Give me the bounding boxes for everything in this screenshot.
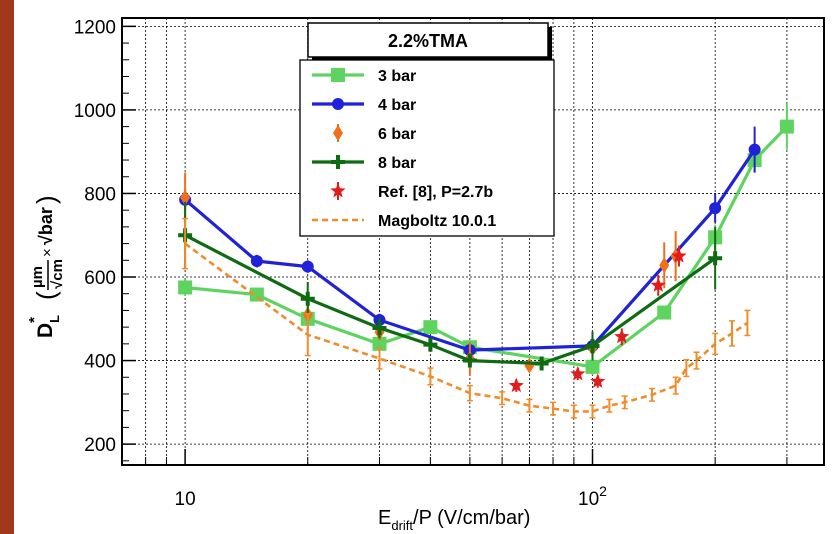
- data-point: [570, 365, 586, 381]
- y-label-times: ×: [39, 248, 56, 257]
- data-point: [657, 305, 672, 320]
- legend-marker: [330, 183, 346, 198]
- series-line: [184, 233, 717, 366]
- legend-marker: [332, 98, 344, 110]
- legend-entry: 3 bar: [312, 68, 416, 85]
- data-point: [590, 373, 606, 388]
- data-point: [585, 338, 600, 353]
- x-tick-labels: 10 102: [175, 483, 608, 510]
- legend-label: Magboltz 10.0.1: [378, 213, 496, 230]
- legend-marker: [333, 125, 343, 141]
- data-point: [708, 251, 723, 266]
- data-point: [508, 377, 524, 393]
- y-label-denominator: √cm: [49, 259, 66, 289]
- data-point: [372, 320, 387, 335]
- legend-marker: [331, 155, 345, 169]
- data-point: [779, 119, 794, 134]
- legend-box: [299, 59, 555, 237]
- svg-text:DL*: DL*: [26, 315, 62, 338]
- chart-title-box: 2.2%TMA: [307, 22, 552, 61]
- legend-entry: Magboltz 10.0.1: [312, 213, 496, 230]
- data-point: [301, 260, 314, 273]
- data-point: [423, 337, 438, 352]
- data-point: [748, 143, 761, 156]
- legend: 3 bar 4 bar 6 bar 8 bar Ref. [8], P=2.7b Magb…: [299, 59, 555, 237]
- legend-entry: 8 bar: [312, 155, 416, 172]
- y-label-paren-close: ): [31, 195, 61, 204]
- y-label-paren-open: (: [31, 291, 61, 300]
- x-tick-label: 102: [578, 483, 607, 510]
- series-line: [184, 148, 756, 352]
- y-axis-label: DL* ( µm √cm × √bar ): [26, 195, 66, 338]
- data-point: [614, 328, 630, 344]
- data-point: [650, 277, 666, 292]
- data-point: [659, 257, 670, 274]
- legend-label: 4 bar: [378, 97, 416, 114]
- y-tick-label: 400: [84, 352, 116, 373]
- y-tick-label: 1200: [74, 17, 116, 38]
- legend-label: Ref. [8], P=2.7b: [378, 184, 493, 201]
- data-point: [709, 202, 722, 215]
- y-tick-label: 1000: [74, 101, 116, 122]
- data-point: [671, 248, 687, 263]
- legend-label: 3 bar: [378, 68, 416, 85]
- chart-title: 2.2%TMA: [388, 31, 468, 51]
- data-point: [372, 336, 387, 351]
- y-tick-label: 800: [84, 184, 116, 205]
- legend-entry: 4 bar: [312, 97, 416, 114]
- legend-label: 8 bar: [378, 155, 416, 172]
- series-layer: [178, 103, 794, 419]
- y-label-sqrt-bar: √bar: [36, 207, 56, 245]
- data-point: [524, 357, 535, 374]
- axis-ticks: [122, 25, 788, 465]
- data-point: [585, 359, 600, 374]
- data-point: [250, 255, 263, 268]
- y-tick-label: 200: [84, 435, 116, 456]
- x-axis-label: Edrift/P (V/cm/bar): [378, 507, 530, 533]
- data-point: [300, 291, 315, 306]
- series-4: [508, 245, 687, 393]
- legend-entry: Ref. [8], P=2.7b: [330, 182, 493, 201]
- legend-marker: [331, 68, 345, 82]
- plot-frame: [121, 17, 825, 466]
- data-point: [423, 320, 438, 335]
- x-tick-label: 10: [175, 489, 196, 510]
- y-tick-labels: 200 400 600 800 1000 1200: [74, 17, 116, 456]
- y-tick-label: 600: [84, 268, 116, 289]
- y-label-numerator: µm: [29, 266, 46, 288]
- data-point: [462, 353, 477, 368]
- left-accent-bar: [0, 0, 14, 534]
- data-point: [178, 280, 193, 295]
- data-point: [180, 189, 191, 206]
- legend-entry: 6 bar: [333, 124, 416, 143]
- series-5: [182, 217, 751, 419]
- data-point: [534, 356, 549, 371]
- legend-entries: 3 bar 4 bar 6 bar 8 bar Ref. [8], P=2.7b Magb…: [312, 68, 496, 230]
- legend-label: 6 bar: [378, 126, 416, 143]
